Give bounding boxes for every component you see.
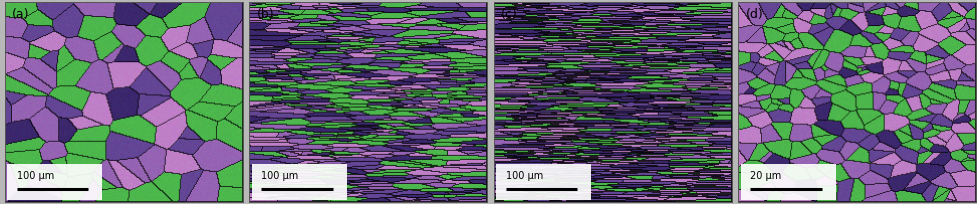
Bar xyxy=(7,164,103,200)
Text: 100 μm: 100 μm xyxy=(505,171,542,181)
Text: 20 μm: 20 μm xyxy=(749,171,781,181)
Text: 100 μm: 100 μm xyxy=(17,171,54,181)
Bar xyxy=(740,164,835,200)
Text: (c): (c) xyxy=(500,8,517,21)
Text: (b): (b) xyxy=(256,8,274,21)
Text: 100 μm: 100 μm xyxy=(261,171,298,181)
Bar xyxy=(251,164,347,200)
Text: (a): (a) xyxy=(12,8,29,21)
Text: (d): (d) xyxy=(744,8,762,21)
Bar xyxy=(495,164,591,200)
